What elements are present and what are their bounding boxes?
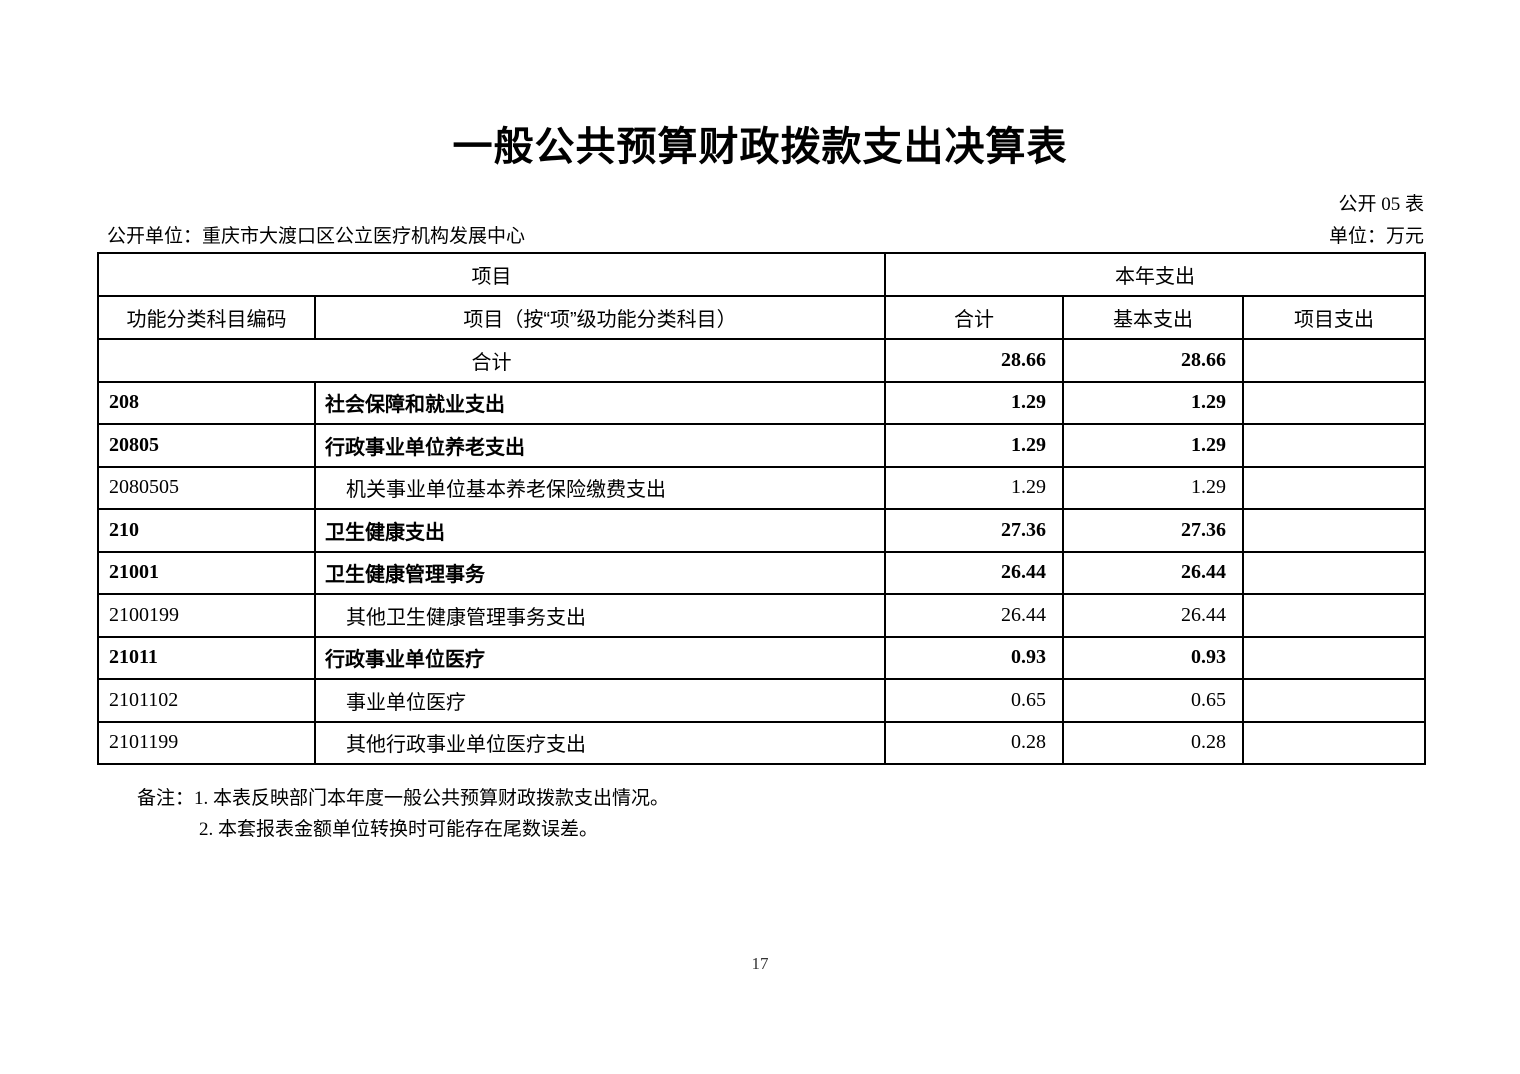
cell-code: 2080505 xyxy=(97,465,316,510)
cell-code: 208 xyxy=(97,380,316,425)
page-number: 17 xyxy=(751,954,769,973)
cell-total: 28.66 xyxy=(884,338,1064,383)
table-row: 20805 行政事业单位养老支出 1.29 1.29 xyxy=(97,423,1427,468)
cell-total: 1.29 xyxy=(884,380,1064,425)
cell-item: 合计 xyxy=(97,338,886,383)
cell-project xyxy=(1241,423,1427,468)
cell-total: 1.29 xyxy=(884,423,1064,468)
header-col-code: 功能分类科目编码 xyxy=(97,295,316,340)
cell-project xyxy=(1241,550,1427,595)
cell-item: 社会保障和就业支出 xyxy=(314,380,886,425)
cell-basic: 27.36 xyxy=(1062,508,1244,553)
cell-total: 26.44 xyxy=(884,593,1064,638)
cell-code: 20805 xyxy=(97,423,316,468)
note-line-2: 2. 本套报表金额单位转换时可能存在尾数误差。 xyxy=(199,819,599,840)
cell-project xyxy=(1241,593,1427,638)
header-group-row: 项目 本年支出 xyxy=(97,252,1427,297)
table-row: 2101102 事业单位医疗 0.65 0.65 xyxy=(97,678,1427,723)
header-col-project: 项目支出 xyxy=(1241,295,1427,340)
header-col-total: 合计 xyxy=(884,295,1064,340)
table-header: 项目 本年支出 功能分类科目编码 项目（按“项”级功能分类科目） 合计 基本支出… xyxy=(97,252,1427,340)
cell-item: 事业单位医疗 xyxy=(314,678,886,723)
unit-label: 单位：万元 xyxy=(1328,226,1424,247)
cell-basic: 0.28 xyxy=(1062,720,1244,765)
cell-basic: 26.44 xyxy=(1062,593,1244,638)
notes: 备注：1. 本表反映部门本年度一般公共预算财政拨款支出情况。 2. 本套报表金额… xyxy=(137,783,669,845)
cell-project xyxy=(1241,338,1427,383)
header-group-year-expense: 本年支出 xyxy=(883,252,1427,297)
table-row: 合计 28.66 28.66 xyxy=(97,338,1427,383)
budget-table: 项目 本年支出 功能分类科目编码 项目（按“项”级功能分类科目） 合计 基本支出… xyxy=(97,252,1427,765)
table-code-label: 公开 05 表 xyxy=(1338,194,1424,215)
header-col-basic: 基本支出 xyxy=(1062,295,1244,340)
cell-item: 卫生健康支出 xyxy=(314,508,886,553)
cell-project xyxy=(1241,380,1427,425)
table-row: 2101199 其他行政事业单位医疗支出 0.28 0.28 xyxy=(97,720,1427,765)
cell-total: 0.65 xyxy=(884,678,1064,723)
header-columns-row: 功能分类科目编码 项目（按“项”级功能分类科目） 合计 基本支出 项目支出 xyxy=(97,295,1427,340)
cell-code: 21011 xyxy=(97,635,316,680)
cell-total: 1.29 xyxy=(884,465,1064,510)
cell-item: 其他行政事业单位医疗支出 xyxy=(314,720,886,765)
cell-total: 0.28 xyxy=(884,720,1064,765)
cell-project xyxy=(1241,720,1427,765)
page-title: 一般公共预算财政拨款支出决算表 xyxy=(452,125,1068,169)
cell-item: 行政事业单位养老支出 xyxy=(314,423,886,468)
cell-item: 其他卫生健康管理事务支出 xyxy=(314,593,886,638)
cell-basic: 1.29 xyxy=(1062,423,1244,468)
cell-code: 210 xyxy=(97,508,316,553)
cell-basic: 1.29 xyxy=(1062,380,1244,425)
cell-code: 2101199 xyxy=(97,720,316,765)
cell-total: 27.36 xyxy=(884,508,1064,553)
cell-item: 机关事业单位基本养老保险缴费支出 xyxy=(314,465,886,510)
header-col-item: 项目（按“项”级功能分类科目） xyxy=(314,295,886,340)
cell-basic: 26.44 xyxy=(1062,550,1244,595)
cell-project xyxy=(1241,635,1427,680)
cell-project xyxy=(1241,465,1427,510)
cell-total: 0.93 xyxy=(884,635,1064,680)
cell-item: 卫生健康管理事务 xyxy=(314,550,886,595)
table-row: 210 卫生健康支出 27.36 27.36 xyxy=(97,508,1427,553)
table-row: 2100199 其他卫生健康管理事务支出 26.44 26.44 xyxy=(97,593,1427,638)
cell-code: 21001 xyxy=(97,550,316,595)
cell-basic: 0.65 xyxy=(1062,678,1244,723)
cell-code: 2101102 xyxy=(97,678,316,723)
table-row: 21001 卫生健康管理事务 26.44 26.44 xyxy=(97,550,1427,595)
note-line-1: 备注：1. 本表反映部门本年度一般公共预算财政拨款支出情况。 xyxy=(137,788,670,809)
table-row: 2080505 机关事业单位基本养老保险缴费支出 1.29 1.29 xyxy=(97,465,1427,510)
header-group-item: 项目 xyxy=(97,252,886,297)
cell-basic: 0.93 xyxy=(1062,635,1244,680)
cell-project xyxy=(1241,508,1427,553)
org-label: 公开单位：重庆市大渡口区公立医疗机构发展中心 xyxy=(107,226,526,247)
cell-basic: 28.66 xyxy=(1062,338,1244,383)
cell-project xyxy=(1241,678,1427,723)
table-row: 208 社会保障和就业支出 1.29 1.29 xyxy=(97,380,1427,425)
cell-total: 26.44 xyxy=(884,550,1064,595)
table-body: 合计 28.66 28.66 208 社会保障和就业支出 1.29 1.29 20805 行政事… xyxy=(97,338,1427,765)
table-row: 21011 行政事业单位医疗 0.93 0.93 xyxy=(97,635,1427,680)
cell-item: 行政事业单位医疗 xyxy=(314,635,886,680)
cell-basic: 1.29 xyxy=(1062,465,1244,510)
cell-code: 2100199 xyxy=(97,593,316,638)
